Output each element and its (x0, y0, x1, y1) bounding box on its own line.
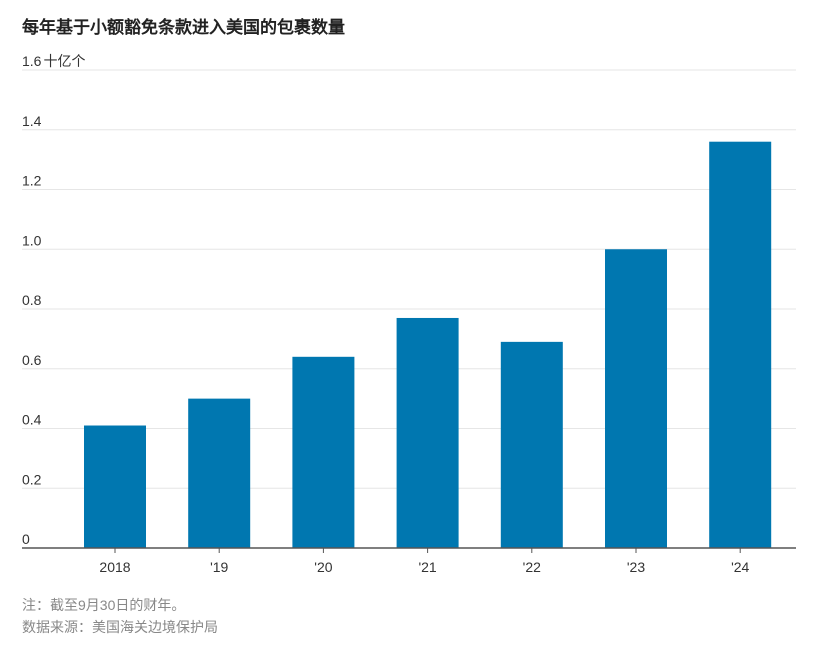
y-unit-label: 十亿个 (43, 53, 85, 69)
bar (188, 398, 251, 548)
x-tick-label: '20 (314, 559, 332, 575)
y-tick-label: 0.8 (22, 292, 42, 308)
x-axis-ticks: 2018 '19 '20 '21 '22 '23 '24 (99, 548, 750, 575)
y-tick-label: 1.0 (22, 232, 42, 248)
bar (292, 356, 355, 548)
y-tick-label: 0 (22, 531, 30, 547)
bars (84, 141, 772, 548)
x-tick-label: '19 (210, 559, 228, 575)
y-tick-label: 1.2 (22, 173, 42, 189)
x-tick-label: '21 (418, 559, 436, 575)
y-tick-label: 1.6 十亿个 (22, 53, 85, 69)
x-tick-label: '23 (627, 559, 645, 575)
bar (605, 249, 667, 548)
bar (396, 317, 459, 548)
y-tick-label: 1.4 (22, 113, 42, 129)
x-tick-label: '22 (523, 559, 541, 575)
y-tick-label: 0.6 (22, 352, 42, 368)
x-tick-label: 2018 (99, 559, 130, 575)
y-tick-label: 0.4 (22, 412, 42, 428)
footnote: 注：截至9月30日的财年。 (22, 597, 186, 613)
y-tick-label: 0.2 (22, 471, 42, 487)
x-tick-label: '24 (731, 559, 749, 575)
y-axis-ticks: 0 0.2 0.4 0.6 0.8 1.0 1.2 1.4 1.6 十亿个 (22, 53, 85, 547)
bar (500, 341, 563, 548)
bar (84, 425, 146, 548)
source-note: 数据来源：美国海关边境保护局 (22, 619, 218, 635)
bar (709, 141, 772, 548)
chart-title: 每年基于小额豁免条款进入美国的包裹数量 (22, 18, 345, 37)
